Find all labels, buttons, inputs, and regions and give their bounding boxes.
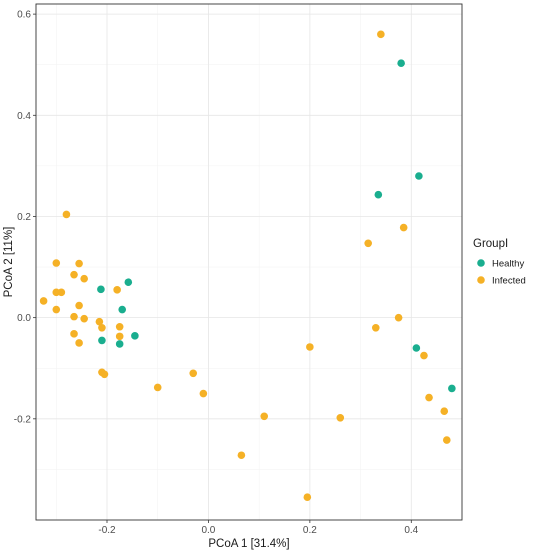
grid-major: [36, 4, 462, 520]
data-points: [39, 30, 456, 502]
x-axis-title: PCoA 1 [31.4%]: [208, 538, 289, 550]
y-tick-label: 0.6: [17, 10, 31, 21]
legend-label-healthy: Healthy: [492, 259, 524, 270]
healthy-point: [98, 336, 106, 345]
infected-point: [394, 313, 403, 322]
infected-point: [440, 407, 449, 416]
infected-point: [52, 259, 61, 267]
infected-point: [57, 288, 66, 297]
healthy-point: [397, 59, 405, 67]
infected-point: [95, 317, 104, 326]
infected-point: [115, 322, 124, 331]
plot-panel-border: [35, 3, 463, 521]
legend: GroupI Healthy Infected: [473, 238, 526, 287]
infected-point: [98, 323, 106, 332]
infected-point: [80, 274, 88, 283]
infected-point: [260, 412, 269, 421]
legend-label-infected: Infected: [492, 276, 526, 287]
y-tick-label: 0.0: [17, 313, 31, 324]
legend-items: Healthy Infected: [477, 259, 526, 287]
infected-point: [113, 286, 121, 294]
legend-title: GroupI: [473, 238, 508, 250]
infected-point: [153, 383, 162, 392]
healthy-point: [374, 190, 383, 199]
infected-point: [237, 451, 246, 460]
infected-point: [371, 323, 380, 332]
infected-point: [62, 210, 71, 219]
infected-point: [425, 393, 433, 402]
infected-point: [399, 223, 408, 232]
healthy-point: [115, 340, 124, 348]
infected-point: [52, 305, 61, 314]
healthy-point: [448, 384, 456, 393]
healthy-point: [118, 305, 127, 314]
x-tick-label: 0.4: [404, 525, 418, 536]
infected-point: [303, 493, 312, 502]
legend-key-infected: [477, 276, 485, 284]
y-tick-label: 0.4: [17, 111, 31, 122]
x-axis-tick-labels: -0.2 0.0 0.2 0.4: [98, 525, 418, 536]
y-axis-tick-labels: -0.2 0.0 0.2 0.4 0.6: [14, 10, 32, 426]
infected-point: [306, 343, 314, 351]
infected-point: [80, 314, 88, 323]
infected-point: [39, 297, 48, 305]
healthy-point: [415, 172, 423, 180]
x-tick-label: -0.2: [98, 525, 116, 536]
infected-point: [115, 332, 124, 341]
y-axis-title: PCoA 2 [11%]: [3, 227, 15, 298]
healthy-point: [412, 344, 421, 352]
infected-point: [75, 301, 83, 310]
infected-point: [100, 370, 109, 379]
y-tick-label: 0.2: [17, 212, 31, 223]
infected-point: [420, 351, 428, 360]
infected-point: [70, 312, 78, 321]
infected-point: [70, 330, 78, 338]
legend-key-healthy: [477, 259, 485, 267]
healthy-point: [131, 332, 139, 340]
x-tick-label: 0.0: [201, 525, 215, 536]
infected-point: [75, 259, 83, 268]
infected-point: [199, 389, 208, 398]
infected-point: [189, 369, 198, 378]
infected-point: [442, 436, 451, 444]
infected-point: [336, 414, 345, 422]
infected-point: [70, 270, 78, 279]
x-tick-label: 0.2: [303, 525, 317, 536]
healthy-point: [124, 278, 133, 287]
axis-ticks: [33, 13, 412, 523]
infected-point: [364, 239, 372, 248]
y-tick-label: -0.2: [14, 414, 32, 425]
infected-point: [75, 339, 83, 347]
infected-point: [377, 30, 385, 39]
healthy-point: [97, 285, 105, 294]
